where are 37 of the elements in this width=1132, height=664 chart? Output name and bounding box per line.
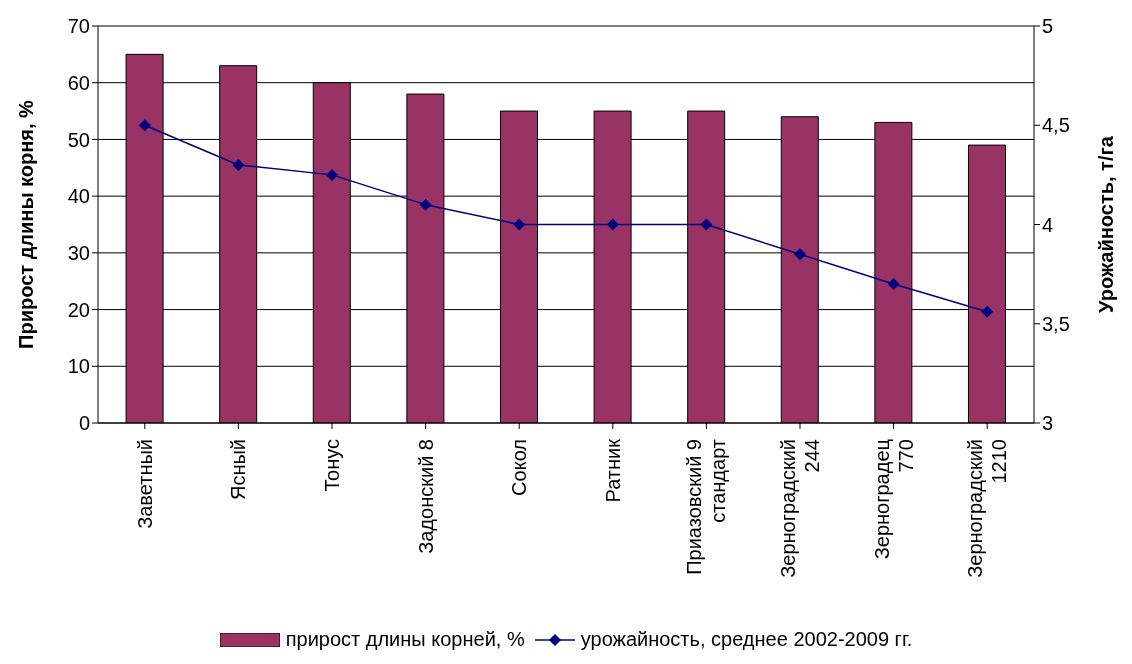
y2-tick-label: 3 [1042,412,1054,435]
x-tick-label: Зерноградец 770 [870,439,917,560]
y2-tick-label: 5 [1042,15,1054,38]
legend-label: урожайность, среднее 2002-2009 гг. [580,628,913,651]
y-tick-label: 60 [67,71,90,94]
y-tick-label: 30 [67,241,90,264]
y2-tick-label: 4,5 [1042,114,1070,137]
x-tick-label: Зерноградский 244 [777,439,823,578]
point [513,218,526,231]
y-axis-title: Прирост длины корня, % [15,99,38,349]
y-tick-label: 0 [78,412,90,435]
x-tick-label: Приазовский 9 стандарт [683,439,730,575]
x-tick-label: Сокол [508,439,531,496]
point [232,158,245,171]
y2-tick-label: 4 [1042,213,1054,236]
point [419,198,432,211]
x-tick-label: Тонус [321,439,343,492]
point [887,278,900,291]
point [981,305,994,318]
x-tick-label: Задонский 8 [414,439,437,554]
y-tick-label: 50 [67,128,90,151]
point [794,248,806,261]
x-tick-label: Зерноградский 1210 [964,439,1011,578]
y-tick-label: 70 [67,15,90,38]
x-tick-label: Заветный [133,439,156,529]
y2-axis-title: Урожайность, т/га [1095,135,1118,313]
y-tick-label: 40 [67,185,90,208]
point [700,218,713,231]
y2-tick-label: 3,5 [1042,312,1070,335]
point [326,168,338,181]
x-tick-label: Ясный [227,439,250,501]
y-tick-label: 10 [67,355,90,378]
point [606,218,619,231]
point [138,119,151,132]
legend-label: прирост длины корней, % [285,628,525,651]
y-tick-label: 20 [67,298,90,321]
x-tick-label: Ратник [601,438,624,503]
